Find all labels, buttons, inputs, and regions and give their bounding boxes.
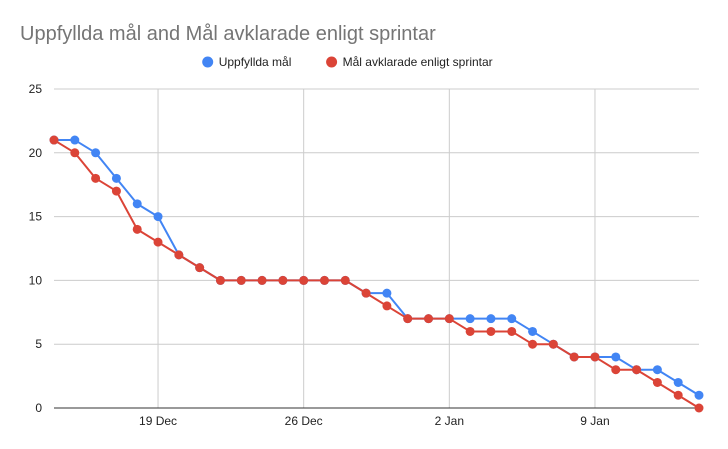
y-axis-ticks: 0 5 10 15 20 25 [29,82,43,415]
chart-title: Uppfyllda mål and Mål avklarade enligt s… [20,23,436,45]
data-point [361,288,371,298]
y-tick-label: 0 [35,401,42,415]
series-line [54,139,700,397]
series-line [53,139,700,409]
data-point [486,326,496,336]
data-point [153,237,163,247]
y-tick-label: 10 [29,273,43,287]
x-tick-label: 2 Jan [435,414,464,428]
legend-item-2: Mål avklarade enligt sprintar [326,55,493,69]
data-point [195,263,205,273]
data-point [507,314,517,324]
legend-marker [326,56,338,68]
data-point [673,390,683,400]
gridlines [54,88,699,409]
data-point [257,275,267,285]
data-point [486,314,496,324]
data-point [111,186,121,196]
legend-item-1: Uppfyllda mål [202,55,291,69]
data-point [652,377,662,387]
data-point [694,403,704,413]
data-point [70,135,80,145]
data-point [299,275,309,285]
data-point [590,352,600,362]
data-point [611,365,621,375]
data-point [465,326,475,336]
data-point [319,275,329,285]
x-tick-label: 9 Jan [580,414,609,428]
data-point [132,224,142,234]
legend: Uppfyllda mål Mål avklarade enligt sprint… [202,55,493,69]
data-point [132,199,142,209]
data-point [382,301,392,311]
data-point [444,314,454,324]
data-point [382,288,392,298]
data-point [153,212,163,222]
data-point [236,275,246,285]
series-group [49,135,704,413]
x-tick-label: 26 Dec [285,414,323,428]
series-2 [49,135,704,413]
data-point [528,326,538,336]
data-point [548,339,558,349]
data-point [70,148,80,158]
data-point [673,377,683,387]
data-point [424,314,434,324]
data-point [694,390,704,400]
y-tick-label: 5 [35,337,42,351]
data-point [507,326,517,336]
y-tick-label: 25 [29,82,43,96]
data-point [611,352,621,362]
legend-label: Mål avklarade enligt sprintar [343,55,493,69]
data-point [215,275,225,285]
data-point [91,148,101,158]
legend-label: Uppfyllda mål [219,55,292,69]
x-tick-label: 19 Dec [139,414,177,428]
data-point [49,135,59,145]
series-1 [49,135,704,400]
data-point [91,173,101,183]
data-point [652,365,662,375]
data-point [465,314,475,324]
data-point [403,314,413,324]
data-point [340,275,350,285]
data-point [278,275,288,285]
data-point [569,352,579,362]
y-tick-label: 15 [29,210,43,224]
data-point [111,173,121,183]
data-point [174,250,184,260]
legend-marker [202,56,214,68]
y-tick-label: 20 [29,146,43,160]
data-point [632,365,642,375]
data-point [528,339,538,349]
x-axis-ticks: 19 Dec 26 Dec 2 Jan 9 Jan [139,414,610,428]
